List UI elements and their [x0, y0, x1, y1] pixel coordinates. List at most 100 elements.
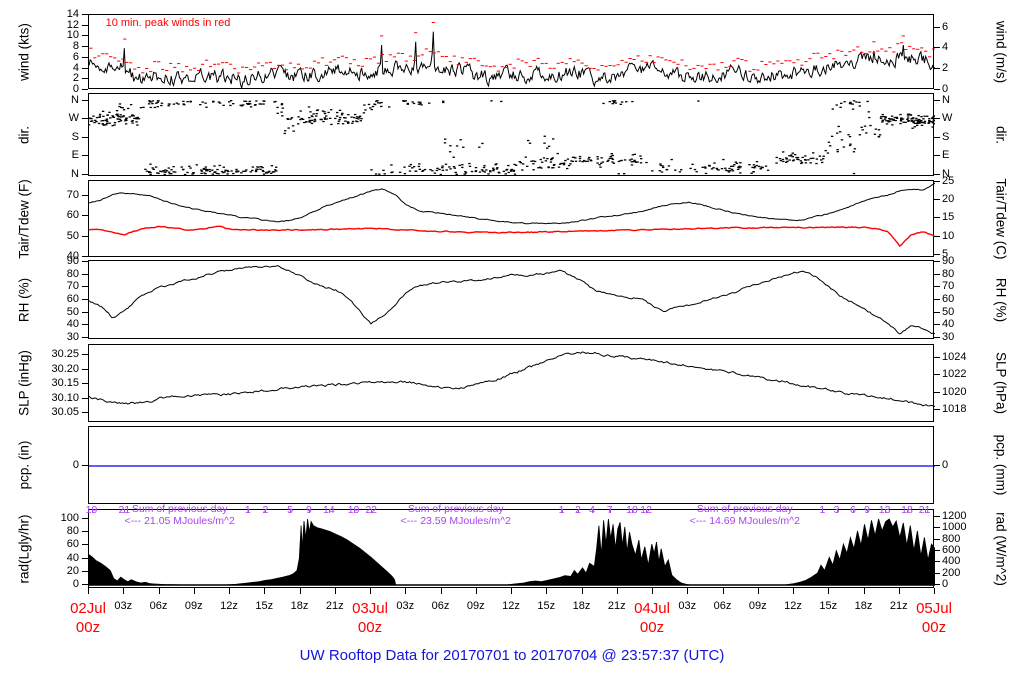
y-tick: [934, 465, 940, 466]
y-tick-label: 40: [942, 318, 955, 331]
day-hour-label: 00z: [921, 618, 947, 636]
x-tick-label-major: 03Jul 00z: [352, 599, 388, 636]
y-tick-label: W: [942, 112, 953, 125]
y-tick-label: 1000: [942, 521, 967, 534]
y-tick-label: 2: [942, 62, 949, 75]
y-tick-label: 30.15: [51, 377, 79, 389]
axis-title-left-slp: SLP (inHg): [16, 350, 32, 416]
sum-value: <--- 14.69 MJoules/m^2: [689, 515, 800, 528]
day-hour-label: 00z: [75, 618, 101, 636]
y-tick-label: 50: [66, 229, 79, 242]
rad-cumulative-tick: [907, 509, 908, 513]
y-tick: [934, 155, 940, 156]
y-tick-label: N: [942, 93, 950, 106]
y-tick: [934, 538, 940, 540]
x-tick: [299, 588, 301, 594]
y-tick-label: S: [71, 130, 79, 143]
y-tick: [934, 561, 940, 563]
x-tick-label-minor: 15z: [537, 600, 556, 612]
rad-cumulative-tick: [592, 509, 594, 513]
y-tick: [934, 99, 940, 101]
panel-dir: [88, 93, 935, 176]
y-tick: [934, 89, 940, 90]
y-tick: [82, 544, 88, 546]
x-tick: [722, 588, 724, 594]
rad-cumulative-tick: [609, 509, 611, 513]
y-tick-label: 70: [66, 189, 79, 201]
y-tick: [82, 235, 88, 237]
panel-pcp: [88, 426, 935, 504]
x-tick: [193, 588, 195, 594]
y-tick-label: 70: [942, 280, 955, 293]
y-tick: [82, 324, 88, 326]
y-tick-label: 0: [72, 459, 79, 471]
x-tick-label-minor: 03z: [678, 600, 697, 612]
radiation-sum-annotation-1: Sum of previous day <--- 21.05 MJoules/m^…: [125, 503, 235, 527]
rad-cumulative-tick: [822, 509, 824, 513]
x-tick: [863, 588, 865, 594]
y-tick: [82, 24, 88, 26]
y-tick-label: 0: [942, 459, 949, 471]
axis-title-right-slp: SLP (hPa): [993, 351, 1009, 415]
x-tick: [370, 588, 371, 594]
panel-rh: [88, 260, 935, 339]
day-label: 04Jul: [634, 600, 670, 617]
radiation-sum-annotation-2: Sum of previous day <--- 23.59 MJoules/m^…: [401, 503, 511, 527]
y-tick: [934, 527, 940, 529]
x-tick-label-minor: 12z: [784, 600, 802, 612]
y-tick: [934, 572, 940, 574]
y-tick: [82, 286, 88, 288]
day-label: 05Jul: [916, 600, 952, 617]
y-tick: [934, 217, 940, 219]
y-tick: [82, 46, 88, 48]
y-tick-label: 2: [72, 72, 79, 85]
y-tick: [934, 254, 940, 255]
y-tick-label: 25: [942, 174, 955, 187]
x-tick: [158, 588, 160, 594]
y-tick-label: 90: [942, 255, 955, 267]
y-tick-label: 4: [942, 41, 949, 54]
y-tick-label: 14: [66, 8, 79, 20]
peak-wind-note: 10 min. peak winds in red: [105, 17, 231, 29]
y-tick: [82, 584, 88, 585]
axis-title-right-dir: dir.: [993, 125, 1009, 144]
y-tick: [82, 99, 88, 101]
sum-label: Sum of previous day: [407, 503, 504, 515]
x-tick-label-major: 02Jul 00z: [70, 599, 106, 636]
y-tick: [82, 570, 88, 572]
slp-plot-area: [89, 351, 935, 408]
y-tick: [82, 256, 88, 257]
y-tick-label: 20: [66, 564, 79, 577]
rad-cumulative-tick: [578, 509, 579, 513]
rad-cumulative-tick: [867, 509, 868, 513]
rad-cumulative-tick: [265, 509, 267, 513]
y-tick: [934, 173, 940, 175]
y-tick-label: 40: [66, 318, 79, 331]
y-tick-label: 15: [942, 211, 955, 224]
y-tick: [934, 273, 940, 275]
x-tick-label-minor: 18z: [854, 600, 873, 612]
y-tick-label: S: [942, 130, 950, 143]
x-tick-label-minor: 09z: [466, 600, 485, 612]
x-tick: [511, 588, 512, 594]
panel-rad: [88, 509, 935, 588]
axis-title-left-rad: rad(Lgly/hr): [16, 513, 32, 584]
rad-cumulative-tick: [353, 509, 355, 513]
day-hour-label: 00z: [357, 618, 383, 636]
y-tick-label: 30: [942, 331, 955, 343]
x-tick-label-minor: 06z: [431, 600, 450, 612]
y-tick: [934, 357, 940, 359]
y-tick-label: 60: [942, 293, 955, 305]
y-tick-label: 70: [66, 280, 79, 293]
rad-cumulative-tick: [632, 509, 633, 513]
y-tick-label: 400: [942, 555, 961, 568]
y-tick-label: 0: [942, 578, 949, 590]
axis-title-right-wind: wind (m/s): [993, 20, 1009, 83]
y-tick-label: 30.25: [51, 348, 79, 360]
y-tick-label: 30.05: [51, 406, 79, 418]
y-tick: [82, 56, 88, 58]
x-tick-label-minor: 09z: [184, 600, 203, 612]
day-label: 02Jul: [70, 600, 106, 617]
x-tick-label-minor: 03z: [396, 600, 415, 612]
y-tick-label: 40: [66, 551, 79, 564]
